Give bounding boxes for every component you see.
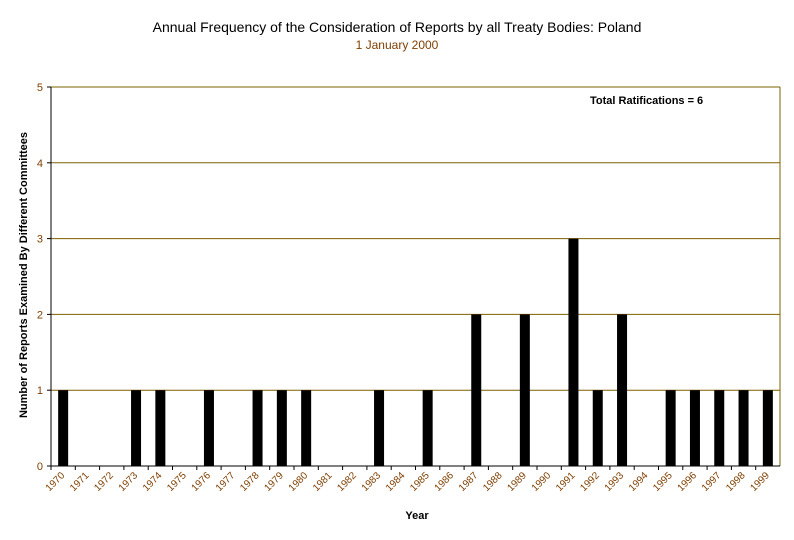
- x-tick-label-1993: 1993: [603, 470, 627, 494]
- y-axis-title: Number of Reports Examined By Different …: [18, 132, 30, 418]
- x-tick-label-1996: 1996: [676, 470, 700, 494]
- x-tick-label-1971: 1971: [68, 470, 92, 494]
- bar-1999: [762, 390, 773, 466]
- x-tick-label-1985: 1985: [408, 470, 432, 494]
- bar-1992: [592, 390, 603, 466]
- bar-1979: [276, 390, 287, 466]
- bar-1996: [689, 390, 700, 466]
- bar-1989: [519, 314, 530, 466]
- bar-1987: [471, 314, 482, 466]
- x-tick-label-1991: 1991: [554, 470, 578, 494]
- x-tick-label-1984: 1984: [384, 470, 408, 494]
- x-tick-label-1987: 1987: [457, 470, 481, 494]
- x-tick-label-1978: 1978: [238, 470, 262, 494]
- x-tick-label-1988: 1988: [481, 470, 505, 494]
- x-tick-label-1980: 1980: [287, 470, 311, 494]
- x-tick-label-1979: 1979: [262, 470, 286, 494]
- bar-1985: [422, 390, 433, 466]
- x-tick-label-1977: 1977: [214, 470, 238, 494]
- x-tick-label-1992: 1992: [578, 470, 602, 494]
- x-axis-title: Year: [405, 510, 429, 522]
- bar-1998: [738, 390, 749, 466]
- x-tick-label-1972: 1972: [92, 470, 116, 494]
- x-tick-label-1990: 1990: [530, 470, 554, 494]
- bar-1978: [252, 390, 263, 466]
- x-tick-label-1998: 1998: [724, 470, 748, 494]
- x-tick-label-1981: 1981: [311, 470, 335, 494]
- bar-1991: [568, 238, 579, 466]
- x-tick-label-1983: 1983: [360, 470, 384, 494]
- y-tick-labels: 0 1 2 3 4 5: [37, 82, 51, 473]
- total-ratifications-annotation: Total Ratifications = 6: [590, 95, 703, 107]
- bar-1983: [374, 390, 385, 466]
- bar-1995: [665, 390, 676, 466]
- y-tick-label: 5: [37, 82, 43, 94]
- bar-1970: [58, 390, 69, 466]
- bar-1993: [617, 314, 628, 466]
- x-tick-label-1989: 1989: [505, 470, 529, 494]
- bar-1974: [155, 390, 166, 466]
- y-tick-label: 2: [37, 309, 43, 321]
- x-tick-label-1974: 1974: [141, 470, 165, 494]
- x-tick-label-1986: 1986: [433, 470, 457, 494]
- bar-1976: [203, 390, 214, 466]
- x-tick-label-1976: 1976: [190, 470, 214, 494]
- bar-1980: [301, 390, 312, 466]
- bar-1973: [131, 390, 142, 466]
- y-tick-label: 3: [37, 234, 43, 246]
- bars: [58, 238, 773, 466]
- x-tick-label-1995: 1995: [651, 470, 675, 494]
- chart-subtitle: 1 January 2000: [356, 38, 439, 52]
- y-tick-label: 4: [37, 158, 43, 170]
- x-tick-labels: 1970 1971 1972 1973 1974 1975 1976 1977 1978 1979…: [44, 466, 772, 494]
- chart-title: Annual Frequency of the Consideration of…: [153, 19, 642, 35]
- x-tick-label-1999: 1999: [748, 470, 772, 494]
- x-tick-label-1973: 1973: [117, 470, 141, 494]
- y-tick-label: 1: [37, 385, 43, 397]
- bar-1997: [714, 390, 725, 466]
- x-tick-label-1994: 1994: [627, 470, 651, 494]
- x-tick-label-1997: 1997: [700, 470, 724, 494]
- x-tick-label-1982: 1982: [335, 470, 359, 494]
- gridlines: [51, 86, 781, 466]
- x-tick-label-1975: 1975: [165, 470, 189, 494]
- y-tick-label: 0: [37, 461, 43, 473]
- x-tick-label-1970: 1970: [44, 470, 68, 494]
